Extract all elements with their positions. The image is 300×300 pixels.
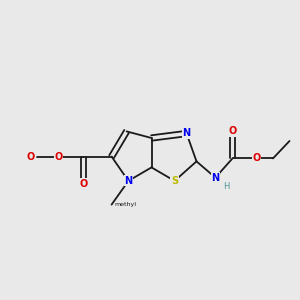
- Text: N: N: [182, 128, 191, 139]
- Text: N: N: [124, 176, 133, 186]
- Text: H: H: [224, 182, 230, 191]
- Text: O: O: [54, 152, 63, 162]
- Text: methyl: methyl: [115, 202, 136, 207]
- Text: N: N: [211, 172, 220, 183]
- Text: O: O: [228, 126, 237, 136]
- Text: O: O: [27, 152, 35, 162]
- Text: S: S: [171, 176, 178, 186]
- Text: O: O: [79, 178, 88, 189]
- Text: O: O: [252, 153, 261, 164]
